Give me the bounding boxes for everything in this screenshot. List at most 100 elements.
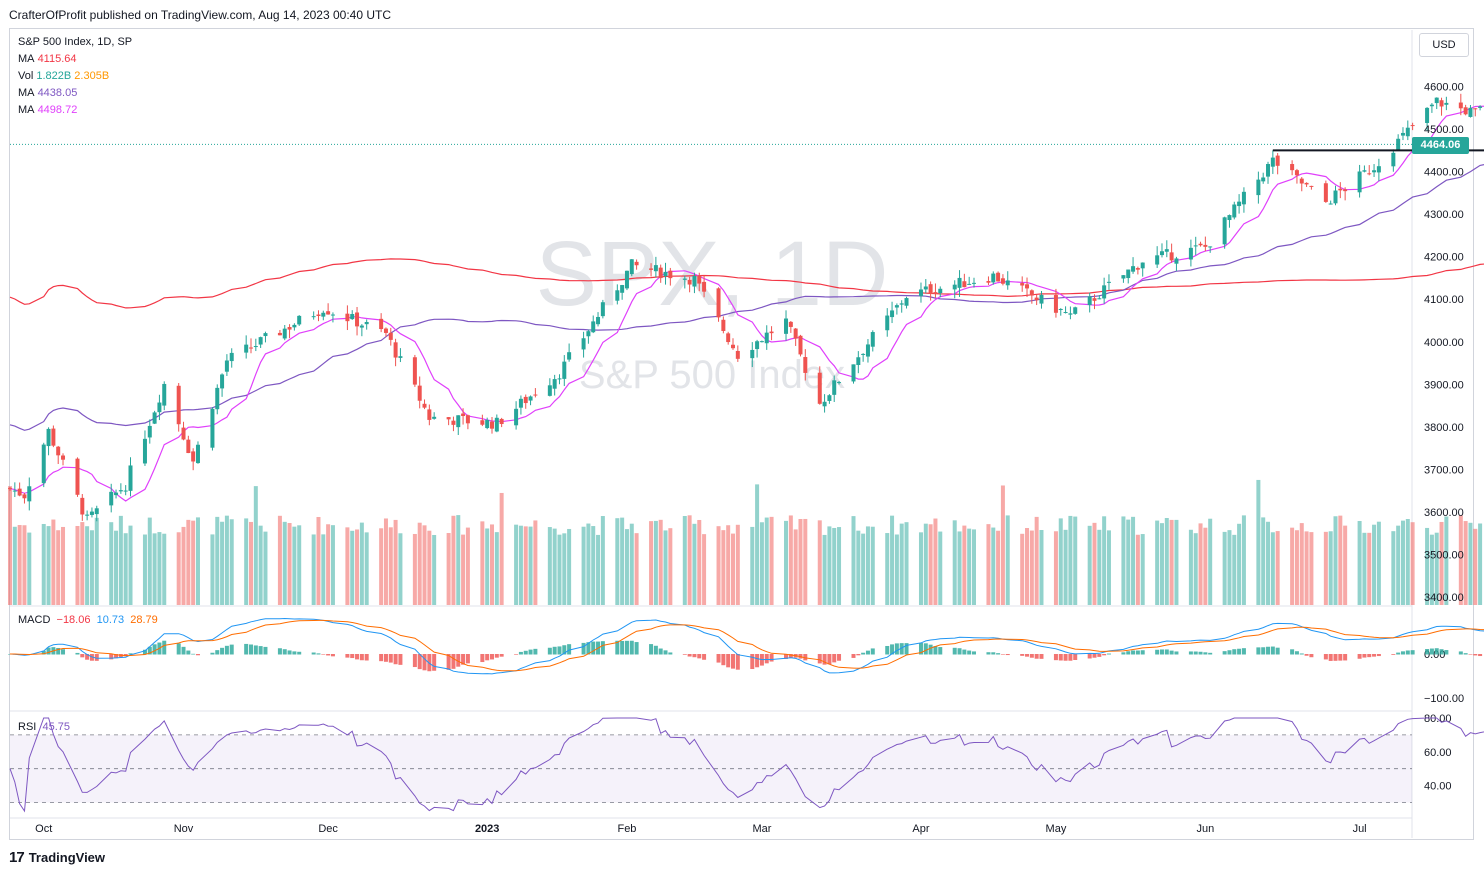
legend-ma1[interactable]: MA 4115.64 — [18, 51, 132, 68]
volume-bar — [61, 526, 66, 605]
legend-ma3[interactable]: MA 4498.72 — [18, 102, 132, 119]
macd-hist-bar — [788, 654, 793, 658]
macd-hist-bar — [321, 654, 326, 655]
macd-hist-bar — [244, 643, 249, 655]
macd-hist-bar — [1126, 651, 1131, 655]
macd-hist-bar — [803, 654, 808, 661]
macd-hist-bar — [490, 654, 494, 660]
macd-hist-bar — [1198, 651, 1203, 655]
watermark-symbol: SPX, 1D — [536, 223, 889, 325]
volume-bar — [653, 520, 658, 605]
candle — [176, 383, 181, 432]
rsi-tick-label: 60.00 — [1424, 747, 1452, 759]
price-tick-label: 3600.00 — [1424, 507, 1464, 519]
legend-symbol[interactable]: S&P 500 Index, 1D, SP — [18, 34, 132, 51]
macd-hist-bar — [832, 654, 837, 663]
candle-body — [1473, 108, 1478, 110]
candle-body — [991, 273, 996, 283]
tradingview-brand[interactable]: 17 TradingView — [9, 849, 105, 866]
candle — [46, 427, 51, 456]
candle — [1323, 180, 1328, 203]
macd-hist-bar — [957, 648, 962, 655]
candle — [330, 312, 335, 323]
volume-bar — [649, 521, 654, 605]
tradingview-logo-icon: 17 — [9, 849, 25, 866]
candle — [1188, 239, 1193, 267]
candle — [1357, 164, 1362, 198]
candle-body — [1333, 190, 1338, 204]
chart-frame — [9, 28, 1474, 840]
volume-bar — [518, 525, 523, 605]
volume-bar — [581, 526, 586, 605]
macd-legend[interactable]: MACD −18.06 10.73 28.79 — [18, 614, 158, 626]
volume-bar — [904, 522, 909, 605]
brand-label: TradingView — [28, 850, 106, 865]
volume-bar — [827, 526, 832, 605]
macd-hist-bar — [899, 643, 904, 655]
volume-bar — [1000, 485, 1005, 605]
macd-hist-bar — [1140, 650, 1145, 655]
candle-body — [1290, 164, 1295, 171]
macd-hist-bar — [147, 646, 152, 655]
candle-body — [649, 268, 654, 270]
candle — [1222, 216, 1227, 249]
macd-hist-bar — [1396, 652, 1401, 655]
macd-hist-bar — [191, 653, 196, 655]
currency-button[interactable]: USD — [1419, 33, 1469, 57]
volume-bar — [359, 522, 364, 605]
candle — [851, 364, 856, 384]
volume-bar — [1299, 523, 1304, 605]
candle-body — [793, 328, 798, 339]
volume-bar — [967, 528, 972, 605]
volume-bar — [1237, 523, 1242, 605]
candle — [1367, 165, 1372, 176]
macd-tick-label: −100.00 — [1424, 693, 1464, 705]
volume-bar — [600, 516, 605, 605]
rsi-line — [9, 717, 1484, 813]
candle — [195, 441, 200, 464]
volume-bar — [249, 521, 253, 605]
candle-body — [663, 271, 668, 277]
volume-bar — [856, 530, 861, 605]
candle — [1429, 103, 1434, 113]
rsi-legend[interactable]: RSI 45.75 — [18, 721, 70, 733]
candle-body — [668, 270, 673, 279]
candle — [1391, 149, 1396, 172]
volume-bar — [1256, 479, 1261, 605]
candle-body — [1367, 173, 1372, 175]
candle — [702, 275, 707, 298]
candle — [1309, 185, 1314, 190]
volume-bar — [316, 516, 321, 605]
candle-body — [1241, 191, 1246, 205]
volume-bar — [1473, 528, 1478, 605]
volume-bar — [1396, 525, 1401, 605]
candle-body — [253, 346, 258, 348]
volume-bar — [1131, 516, 1136, 605]
macd-hist-bar — [1261, 647, 1266, 655]
legend-vol[interactable]: Vol 1.822B 2.305B — [18, 68, 132, 85]
macd-hist-bar — [894, 643, 899, 655]
ma2-value: 4438.05 — [37, 87, 78, 99]
volume-bar — [147, 517, 152, 605]
candle — [750, 342, 755, 368]
macd-hist-bar — [350, 654, 355, 659]
macd-hist-bar — [817, 654, 822, 664]
volume-bar — [80, 522, 85, 605]
candle — [634, 259, 639, 270]
candle — [1169, 243, 1174, 263]
volume-bar — [1155, 520, 1160, 605]
legend-ma2[interactable]: MA 4438.05 — [18, 85, 132, 102]
vol-value: 1.822B — [36, 70, 72, 82]
price-tick-label: 4000.00 — [1424, 337, 1464, 349]
candle-body — [1121, 275, 1126, 279]
candle — [562, 355, 567, 387]
macd-hist-bar — [417, 654, 422, 670]
candle-body — [1227, 215, 1232, 221]
volume-bar — [451, 515, 456, 605]
candle — [918, 282, 923, 303]
macd-hist-bar — [56, 647, 61, 655]
ma3-label: MA — [18, 104, 35, 116]
candle-body — [162, 383, 167, 406]
volume-bar — [432, 534, 437, 605]
